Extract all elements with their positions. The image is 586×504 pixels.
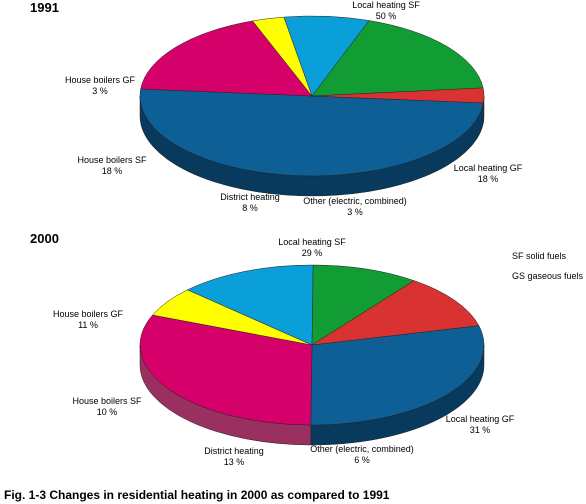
slice-value-district-heating: 13 % <box>224 457 245 467</box>
pie-slice-house-boilers-sf <box>311 264 415 346</box>
slice-value-other-electric-combined: 3 % <box>347 207 363 217</box>
legend-note-gaseous-fuels: GS gaseous fuels <box>512 271 584 281</box>
slice-label-house-boilers-gf: House boilers GF 3 % <box>65 75 136 96</box>
slice-value-local-heating-gf: 18 % <box>478 174 499 184</box>
slice-label-local-heating-sf: Local heating SF 29 % <box>278 237 346 258</box>
slice-label-local-heating-sf: Local heating SF 50 % <box>352 0 420 21</box>
slice-label-local-heating-gf: Local heating GF 31 % <box>446 414 515 435</box>
figure-caption: Fig. 1-3 Changes in residential heating … <box>4 488 390 502</box>
chart-title-1991: 1991 <box>30 0 59 15</box>
slice-value-house-boilers-gf: 11 % <box>78 320 98 330</box>
pie-slice-house-boilers-gf <box>311 280 480 346</box>
pie-slice-district-heating <box>186 264 314 346</box>
pie-chart-1991: Local heating SF 50 % Local heating GF 18 %… <box>65 0 523 217</box>
pie-slice-local-heating-gf <box>139 314 313 426</box>
slice-label-house-boilers-sf: House boilers SF 18 % <box>77 155 147 176</box>
pie-slice-house-boilers-sf <box>311 20 484 97</box>
slice-label-house-boilers-gf: House boilers GF 11 % <box>53 309 124 330</box>
pie-slice-local-heating-sf <box>310 325 485 426</box>
slice-value-house-boilers-sf: 18 % <box>102 166 123 176</box>
slice-value-district-heating: 8 % <box>242 203 258 213</box>
slice-value-local-heating-gf: 31 % <box>470 425 491 435</box>
legend-note-solid-fuels: SF solid fuels <box>512 251 567 261</box>
slice-value-house-boilers-sf: 10 % <box>97 407 118 417</box>
pie-slice-local-heating-sf <box>139 88 484 177</box>
slice-value-local-heating-sf: 29 % <box>302 248 323 258</box>
slice-label-house-boilers-sf: House boilers SF 10 % <box>72 396 142 417</box>
slice-value-local-heating-sf: 50 % <box>376 11 397 21</box>
slice-label-district-heating: District heating 8 % <box>220 192 280 213</box>
pie-slice-local-heating-gf <box>140 20 313 97</box>
pie-slice-house-boilers-gf <box>311 87 485 104</box>
pie-chart-2000: Local heating SF 29 % Local heating GF 31 %… <box>53 237 515 467</box>
slice-value-other-electric-combined: 6 % <box>354 455 370 465</box>
chart-title-2000: 2000 <box>30 231 59 246</box>
slice-label-other-electric-combined: Other (electric, combined) 6 % <box>310 444 414 465</box>
slice-value-house-boilers-gf: 3 % <box>92 86 108 96</box>
slice-label-district-heating: District heating 13 % <box>204 446 264 467</box>
slice-label-other-electric-combined: Other (electric, combined) 3 % <box>303 196 407 217</box>
slice-label-local-heating-gf: Local heating GF 18 % <box>454 163 523 184</box>
